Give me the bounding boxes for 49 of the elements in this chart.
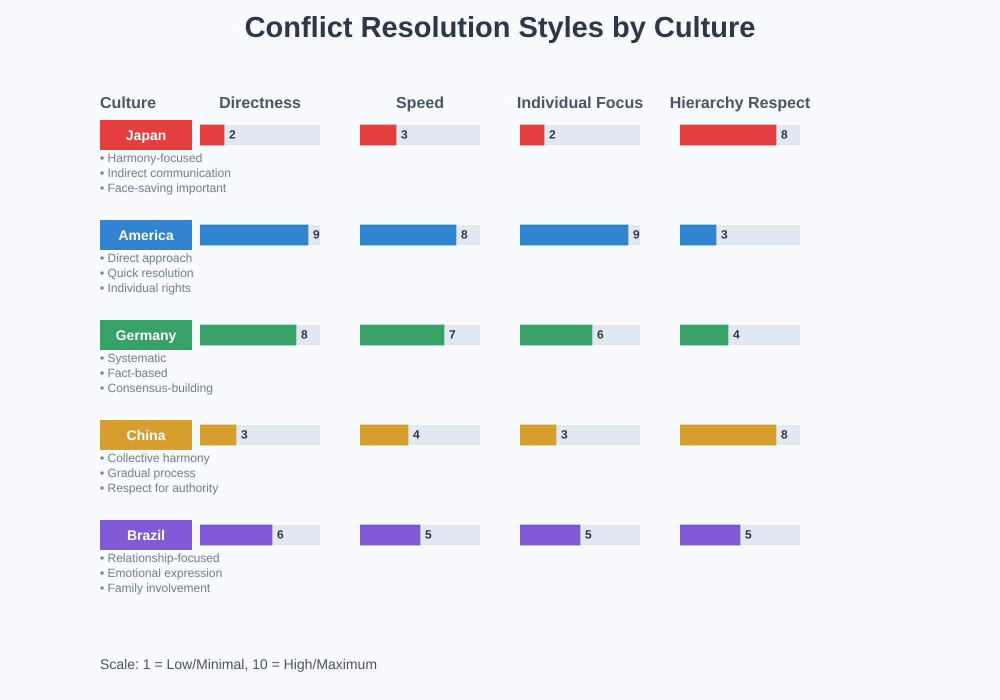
text: • Individual rights (100, 281, 191, 296)
text: • Fact-based (100, 366, 168, 381)
data-label: 9 (313, 227, 320, 242)
y-tick-label: Japan (100, 120, 192, 150)
text: Individual Focus (516, 95, 644, 113)
text: Hierarchy Respect (670, 95, 810, 113)
annotation: • Face-saving important (100, 181, 226, 196)
annotation: • Harmony-focused (100, 151, 202, 166)
text: Directness (219, 95, 301, 113)
data-label: 7 (449, 327, 456, 342)
data-label: 6 (597, 327, 604, 342)
text: Scale: 1 = Low/Minimal, 10 = High/Maximum (100, 656, 377, 672)
data-label: 2 (549, 127, 556, 142)
data-label: 5 (585, 527, 592, 542)
text: • Quick resolution (100, 266, 194, 281)
text: Conflict Resolution Styles by Culture (244, 12, 756, 45)
data-label: 5 (745, 527, 752, 542)
annotation: • Emotional expression (100, 566, 222, 581)
annotation: • Indirect communication (100, 166, 231, 181)
text: Culture (100, 95, 156, 113)
bar (200, 124, 224, 146)
data-label: 9 (633, 227, 640, 242)
data-label: 8 (781, 127, 788, 142)
data-label: 4 (733, 327, 740, 342)
data-label: 3 (561, 427, 568, 442)
annotation: • Consensus-building (100, 381, 213, 396)
text: • Gradual process (100, 466, 196, 481)
data-label: 2 (229, 127, 236, 142)
data-label: 8 (461, 227, 468, 242)
text: • Direct approach (100, 251, 192, 266)
data-label: 3 (721, 227, 728, 242)
data-label: 3 (241, 427, 248, 442)
bar (520, 124, 544, 146)
data-label: 8 (301, 327, 308, 342)
text: Speed (396, 95, 444, 113)
annotation: • Collective harmony (100, 451, 210, 466)
data-label: 3 (401, 127, 408, 142)
annotation: • Respect for authority (100, 481, 218, 496)
data-label: 6 (277, 527, 284, 542)
y-tick-label: Germany (100, 320, 192, 350)
data-label: 5 (425, 527, 432, 542)
annotation: • Family involvement (100, 581, 210, 596)
data-label: 8 (781, 427, 788, 442)
annotation: • Relationship-focused (100, 551, 220, 566)
y-tick-label: China (100, 420, 192, 450)
data-label: 4 (413, 427, 420, 442)
y-tick-label: America (100, 220, 192, 250)
y-tick-label: Brazil (100, 520, 192, 550)
text: • Systematic (100, 351, 166, 366)
